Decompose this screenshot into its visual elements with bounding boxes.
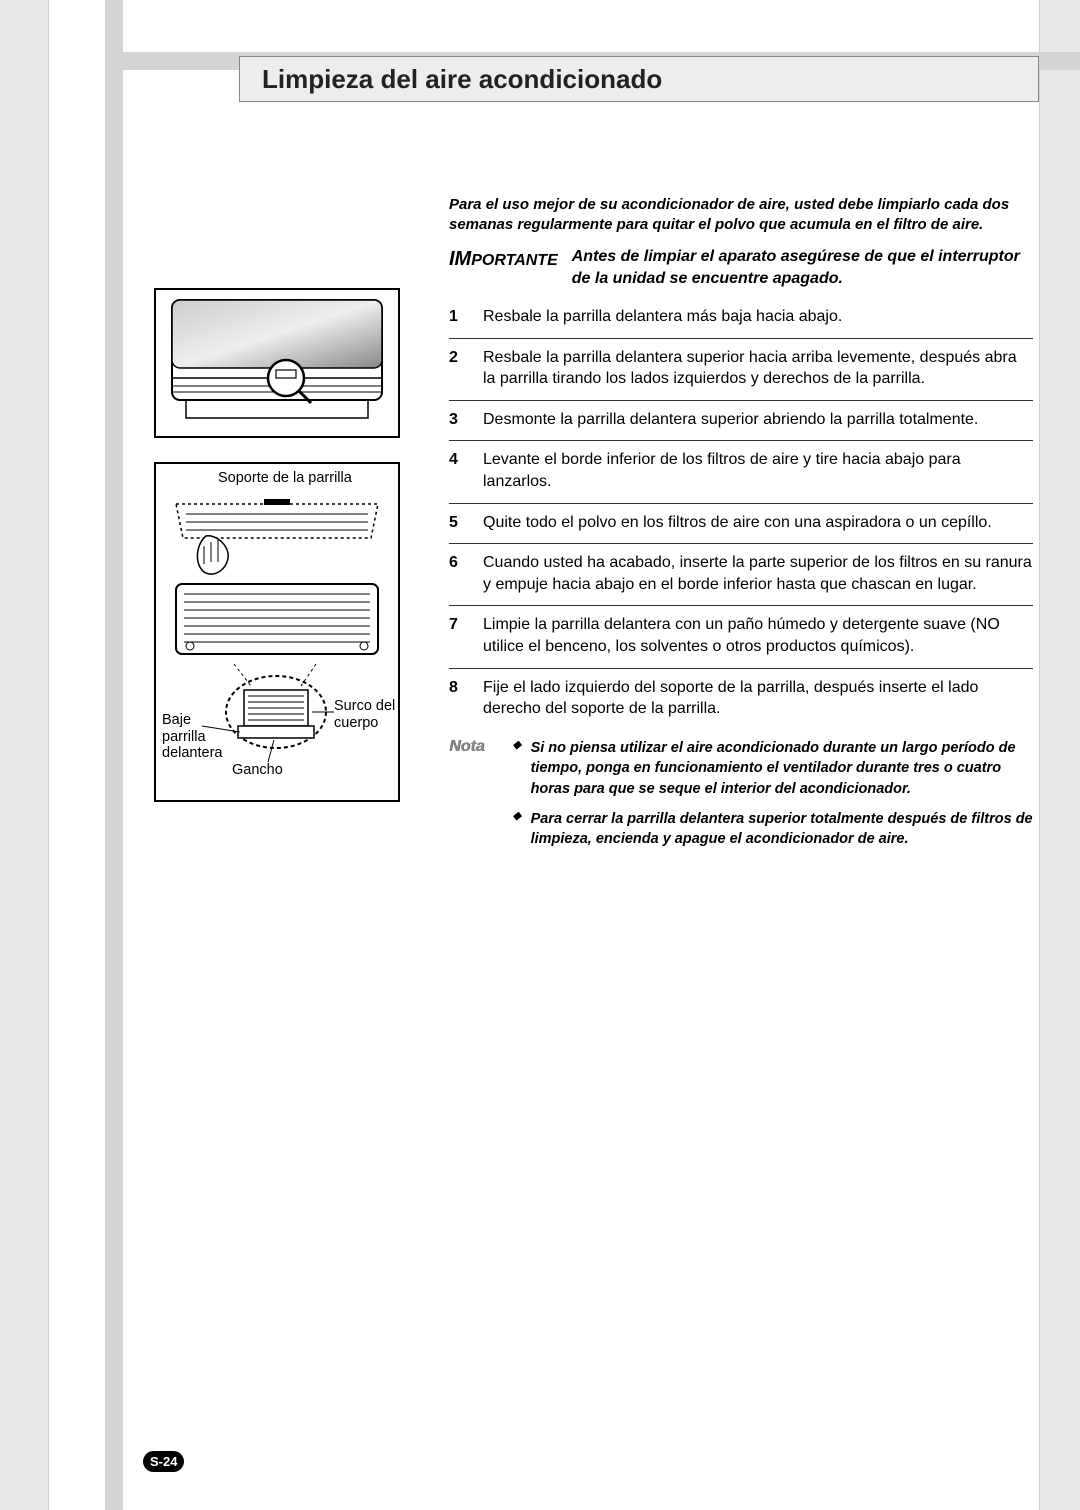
title-bar: Limpieza del aire acondicionado (239, 56, 1039, 102)
step-item: 4Levante el borde inferior de los filtro… (449, 441, 1033, 503)
figure-grille-exploded: Soporte de la parrilla Baje parrilla del… (154, 462, 400, 802)
step-item: 2Resbale la parrilla delantera superior … (449, 339, 1033, 401)
step-item: 1Resbale la parrilla delantera más baja … (449, 298, 1033, 339)
importante-block: IMPORTANTE Antes de limpiar el aparato a… (449, 246, 1029, 289)
nota-label: Nota (449, 738, 485, 859)
label-gancho: Gancho (232, 762, 283, 778)
page-title: Limpieza del aire acondicionado (262, 64, 662, 95)
step-item: 5Quite todo el polvo en los filtros de a… (449, 504, 1033, 545)
label-baje: Baje parrilla delantera (162, 712, 224, 762)
intro-paragraph: Para el uso mejor de su acondicionador d… (449, 195, 1029, 236)
figure-ac-unit (154, 288, 400, 438)
step-item: 7Limpie la parrilla delantera con un pañ… (449, 606, 1033, 668)
importante-label: IMPORTANTE (449, 246, 558, 289)
label-surco: Surco del cuerpo (334, 698, 400, 731)
note-item: Si no piensa utilizar el aire acondicion… (513, 738, 1033, 799)
page-number: S-24 (143, 1451, 184, 1472)
label-soporte: Soporte de la parrilla (218, 470, 352, 486)
margin-bar-vertical (105, 0, 123, 1510)
step-item: 6Cuando usted ha acabado, inserte la par… (449, 544, 1033, 606)
notes-list: Si no piensa utilizar el aire acondicion… (513, 738, 1033, 859)
step-item: 8Fije el lado izquierdo del soporte de l… (449, 669, 1033, 730)
steps-list: 1Resbale la parrilla delantera más baja … (449, 298, 1033, 730)
note-item: Para cerrar la parrilla delantera superi… (513, 809, 1033, 850)
step-item: 3Desmonte la parrilla delantera superior… (449, 401, 1033, 442)
importante-text: Antes de limpiar el aparato asegúrese de… (572, 246, 1029, 289)
page-container: Limpieza del aire acondicionado Para el … (48, 0, 1040, 1510)
notes-block: Nota Si no piensa utilizar el aire acond… (449, 738, 1033, 859)
